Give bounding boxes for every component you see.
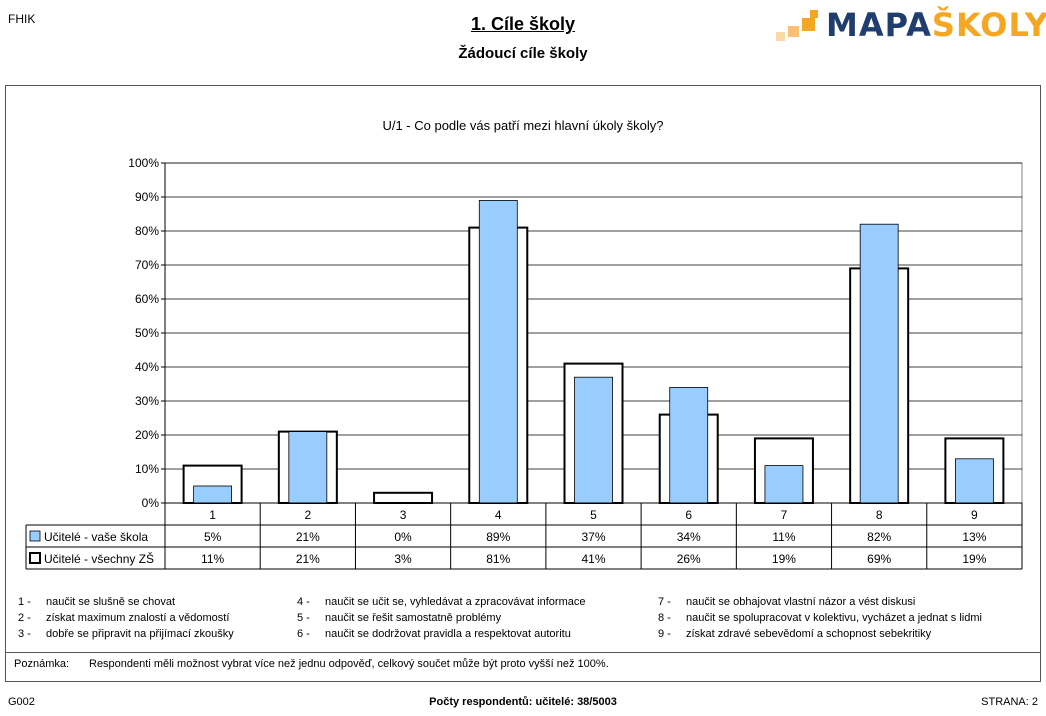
legend-item-number: 4 -: [297, 596, 310, 608]
data-label-series-1: 34%: [677, 530, 701, 544]
x-tick-label: 3: [400, 508, 407, 522]
data-label-series-2: 19%: [962, 552, 986, 566]
chart: U/1 - Co podle vás patří mezi hlavní úko…: [25, 118, 1023, 570]
bar-series-1: [859, 223, 899, 504]
legend-item: 9 - získat zdravé sebevědomí a schopnost …: [658, 628, 982, 644]
logo-text-accent: ŠKOLY: [931, 6, 1046, 44]
legend-column-2: 4 - naučit se učit se, vyhledávat a zprac…: [297, 596, 585, 644]
legend-item-text: naučit se řešit samostatně problémy: [325, 612, 502, 624]
legend-item-number: 5 -: [297, 612, 310, 624]
y-tick-label: 90%: [135, 190, 159, 204]
data-label-series-2: 81%: [486, 552, 510, 566]
y-tick-label: 70%: [135, 258, 159, 272]
bar-series-1: [193, 485, 233, 504]
legend-item-number: 6 -: [297, 628, 310, 640]
data-label-series-2: 11%: [201, 552, 224, 566]
logo: MAPAŠKOLY: [774, 6, 1046, 46]
legend-item-text: dobře se připravit na přijímací zkoušky: [46, 628, 234, 640]
bar-series-1: [288, 431, 328, 504]
bar-series-1: [574, 376, 613, 504]
bar-series-1: [669, 386, 709, 504]
chart-title: U/1 - Co podle vás patří mezi hlavní úko…: [382, 118, 663, 133]
legend-item: 6 - naučit se dodržovat pravidla a respek…: [297, 628, 585, 644]
legend-item-number: 9 -: [658, 628, 671, 640]
legend-column-1: 1 - naučit se slušně se chovat 2 - získat …: [18, 596, 234, 644]
legend-item: 2 - získat maximum znalostí a vědomostí: [18, 612, 234, 628]
data-label-series-1: 21%: [296, 530, 320, 544]
x-tick-label: 4: [495, 508, 502, 522]
x-tick-label: 8: [876, 508, 883, 522]
legend-item-number: 8 -: [658, 612, 671, 624]
legend-item: 8 - naučit se spolupracovat v kolektivu, …: [658, 612, 982, 628]
legend-key-series-2: [29, 552, 41, 564]
note-text: Respondenti měli možnost vybrat více než…: [89, 658, 609, 670]
footer-page: STRANA: 2: [981, 696, 1038, 708]
data-label-series-2: 3%: [394, 552, 412, 566]
legend-item-text: naučit se obhajovat vlastní názor a vést…: [686, 596, 916, 608]
data-label-series-2: 26%: [677, 552, 701, 566]
data-label-series-2: 21%: [296, 552, 320, 566]
data-label-series-1: 82%: [867, 530, 891, 544]
legend-item: 7 - naučit se obhajovat vlastní názor a v…: [658, 596, 982, 612]
bar-series-1: [478, 200, 518, 504]
data-label-series-1: 11%: [772, 530, 795, 544]
legend-key-series-1: [29, 530, 41, 542]
legend-item-text: naučit se spolupracovat v kolektivu, vyc…: [686, 612, 982, 624]
legend-column-3: 7 - naučit se obhajovat vlastní názor a v…: [658, 596, 982, 644]
y-tick-label: 40%: [135, 360, 159, 374]
legend-item-number: 7 -: [658, 596, 671, 608]
legend-label-series-1: Učitelé - vaše škola: [44, 530, 148, 544]
data-label-series-1: 13%: [962, 530, 986, 544]
legend-item-number: 1 -: [18, 596, 31, 608]
legend-label-series-2: Učitelé - všechny ZŠ: [44, 551, 154, 566]
bar-series-2: [373, 491, 434, 504]
footer-respondents: Počty respondentů: učitelé: 38/5003: [429, 696, 617, 708]
data-label-series-2: 41%: [581, 552, 605, 566]
note-label: Poznámka:: [14, 658, 70, 670]
y-tick-label: 100%: [128, 156, 159, 170]
bar-series-1: [954, 458, 994, 504]
page-subtitle: Žádoucí cíle školy: [458, 45, 588, 62]
note-divider: [5, 652, 1041, 653]
legend-item-text: získat maximum znalostí a vědomostí: [46, 612, 230, 624]
data-label-series-1: 37%: [581, 530, 605, 544]
legend-item-number: 3 -: [18, 628, 31, 640]
legend-item-number: 2 -: [18, 612, 31, 624]
logo-text: MAPAŠKOLY: [826, 6, 1046, 44]
data-label-series-2: 19%: [772, 552, 796, 566]
y-tick-label: 80%: [135, 224, 159, 238]
y-tick-label: 0%: [142, 496, 160, 510]
note: Poznámka: Respondenti měli možnost vybrat…: [14, 658, 609, 670]
legend-item: 1 - naučit se slušně se chovat: [18, 596, 234, 612]
page-title: 1. Cíle školy: [470, 14, 576, 34]
legend-item-text: naučit se učit se, vyhledávat a zpracová…: [325, 596, 586, 608]
data-label-series-1: 5%: [204, 530, 222, 544]
x-tick-label: 1: [209, 508, 216, 522]
legend-item: 3 - dobře se připravit na přijímací zkouš…: [18, 628, 234, 644]
legend-item: 4 - naučit se učit se, vyhledávat a zprac…: [297, 596, 585, 612]
legend-item-text: naučit se slušně se chovat: [46, 596, 176, 608]
y-tick-label: 10%: [135, 462, 159, 476]
data-label-series-2: 69%: [867, 552, 891, 566]
legend-item: 5 - naučit se řešit samostatně problémy: [297, 612, 585, 628]
y-tick-label: 30%: [135, 394, 159, 408]
x-tick-label: 7: [781, 508, 788, 522]
y-tick-label: 50%: [135, 326, 159, 340]
x-tick-label: 2: [304, 508, 311, 522]
report-code: FHIK: [8, 12, 36, 26]
legend-item-text: naučit se dodržovat pravidla a respektov…: [325, 628, 571, 640]
x-tick-label: 5: [590, 508, 597, 522]
footer-code: G002: [8, 696, 35, 708]
bar-series-1: [764, 465, 804, 504]
logo-text-main: MAPA: [826, 6, 932, 44]
y-tick-label: 20%: [135, 428, 159, 442]
logo-squares-icon: [776, 10, 818, 41]
x-tick-label: 9: [971, 508, 978, 522]
x-tick-label: 6: [685, 508, 692, 522]
chart-frame: U/1 - Co podle vás patří mezi hlavní úko…: [5, 85, 1041, 682]
data-label-series-1: 89%: [486, 530, 510, 544]
y-tick-label: 60%: [135, 292, 159, 306]
data-label-series-1: 0%: [394, 530, 412, 544]
legend-item-text: získat zdravé sebevědomí a schopnost seb…: [686, 628, 932, 640]
